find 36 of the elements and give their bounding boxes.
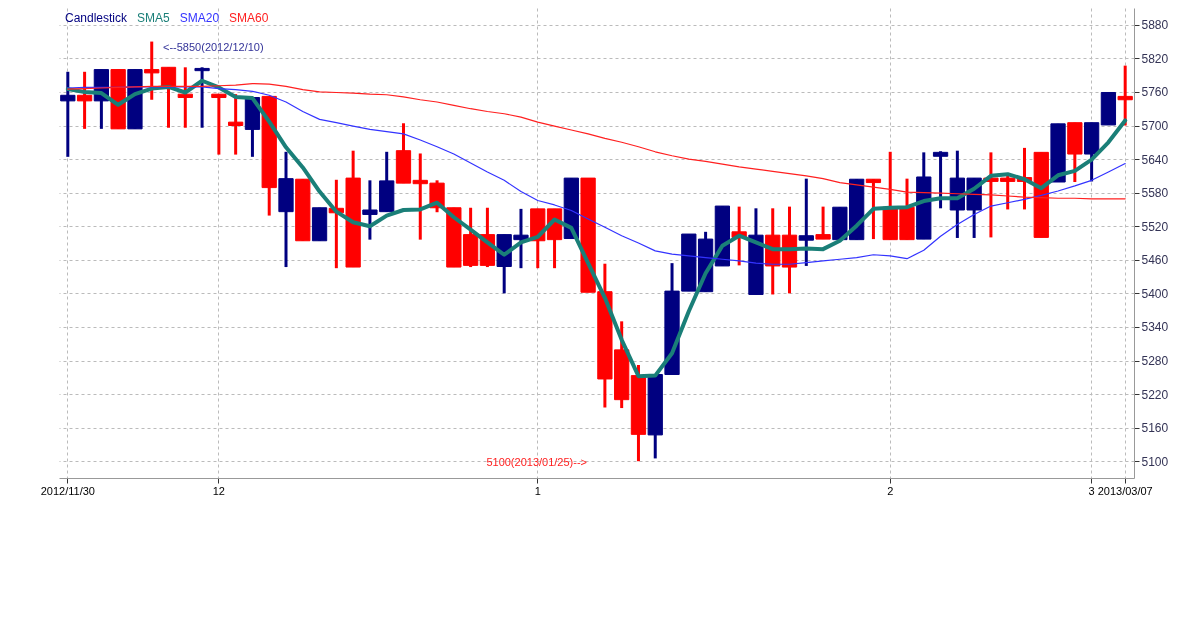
x-tick-label: 1	[534, 484, 541, 497]
y-tick-label: 5880	[1141, 18, 1169, 33]
y-tick-label: 5100	[1141, 454, 1169, 469]
candlestick	[194, 67, 210, 128]
y-tick-label: 5340	[1141, 320, 1169, 335]
x-tick-label: 12	[212, 484, 225, 497]
y-tick-label: 5820	[1141, 51, 1169, 66]
x-tick-label: 2012/11/30	[40, 484, 95, 497]
y-tick-label: 5220	[1141, 387, 1169, 402]
text: SMA20	[179, 11, 220, 25]
x-tick-label: 3	[1088, 484, 1095, 497]
y-tick-label: 5160	[1141, 421, 1169, 436]
text: SMA5	[137, 11, 171, 25]
candlestick	[932, 151, 949, 209]
candlestick	[76, 70, 93, 129]
y-tick-label: 5640	[1141, 152, 1169, 167]
annotation: <--5850(2012/12/10)	[163, 41, 264, 53]
candlestick	[798, 178, 814, 266]
candlestick	[228, 94, 244, 155]
y-tick-label: 5700	[1141, 119, 1169, 133]
y-tick-label: 5580	[1141, 186, 1169, 201]
annotation: 5100(2013/01/25)-->	[486, 456, 587, 468]
candlestick	[211, 93, 227, 155]
y-tick-label: 5400	[1141, 286, 1169, 301]
y-tick-label: 5280	[1141, 354, 1169, 368]
candlestick	[1117, 65, 1133, 126]
candlestick	[815, 206, 831, 241]
y-tick-label: 5520	[1141, 219, 1169, 234]
x-tick-label: 2	[887, 484, 894, 497]
candlestick	[60, 70, 76, 157]
y-tick-label: 5760	[1141, 85, 1169, 100]
text: Candlestick	[65, 11, 129, 25]
y-tick-label: 5460	[1141, 253, 1169, 268]
x-tick-label: 2013/03/07	[1097, 484, 1153, 497]
text: SMA60	[229, 11, 269, 25]
candlestick	[865, 178, 882, 241]
